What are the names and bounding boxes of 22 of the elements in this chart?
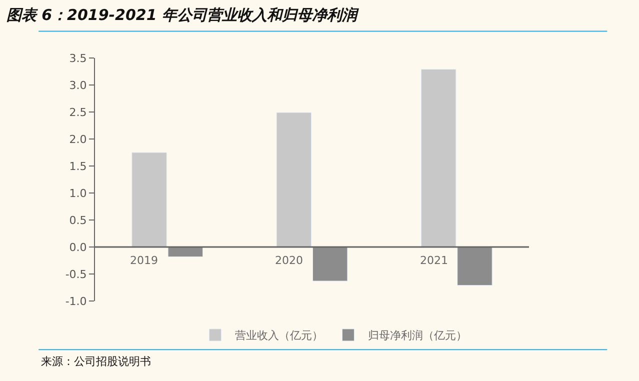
source-note: 来源：公司招股说明书 [41,355,151,368]
y-tick-label: 2.5 [69,106,87,119]
bar [312,246,348,282]
x-tick-label: 2021 [420,254,448,267]
y-tick-label: 3.0 [69,78,87,92]
y-tick-label: -0.5 [65,268,87,281]
bar [132,152,167,248]
y-tick-label: 1.0 [69,186,87,200]
y-tick-label: 0.5 [69,214,87,227]
y-tick-label: 3.5 [69,52,87,65]
bar [420,69,456,248]
bar [457,246,492,286]
y-tick-label: 1.5 [69,160,87,173]
x-tick-label: 2020 [275,254,303,267]
y-tick-label: 2.0 [69,132,87,146]
legend-label: 归母净利润（亿元） [368,329,468,342]
y-tick-label: 0.0 [69,240,87,254]
legend-label: 营业收入（亿元） [235,329,324,342]
bar [276,112,312,248]
y-tick-label: -1.0 [65,294,87,308]
chart-title: 图表 6：2019-2021 年公司营业收入和归母净利润 [6,6,359,24]
x-tick-label: 2019 [130,254,158,267]
